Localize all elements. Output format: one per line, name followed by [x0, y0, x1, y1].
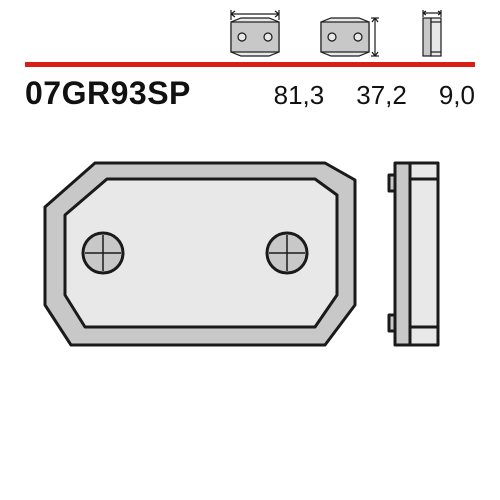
height-dimension-icon	[315, 8, 381, 58]
width-value: 81,3	[274, 80, 325, 111]
dimension-icons-row	[225, 8, 451, 58]
dimensions-values: 81,3 37,2 9,0	[274, 80, 475, 111]
part-number: 07GR93SP	[25, 75, 191, 112]
separator-bar	[25, 62, 475, 67]
product-spec-card: 07GR93SP 81,3 37,2 9,0	[0, 0, 500, 500]
technical-drawing	[25, 145, 475, 445]
thickness-value: 9,0	[439, 80, 475, 111]
header-row: 07GR93SP 81,3 37,2 9,0	[25, 75, 475, 112]
side-view	[389, 163, 438, 345]
front-view	[45, 163, 355, 345]
height-value: 37,2	[356, 80, 407, 111]
width-dimension-icon	[225, 8, 285, 58]
thickness-dimension-icon	[411, 8, 451, 58]
